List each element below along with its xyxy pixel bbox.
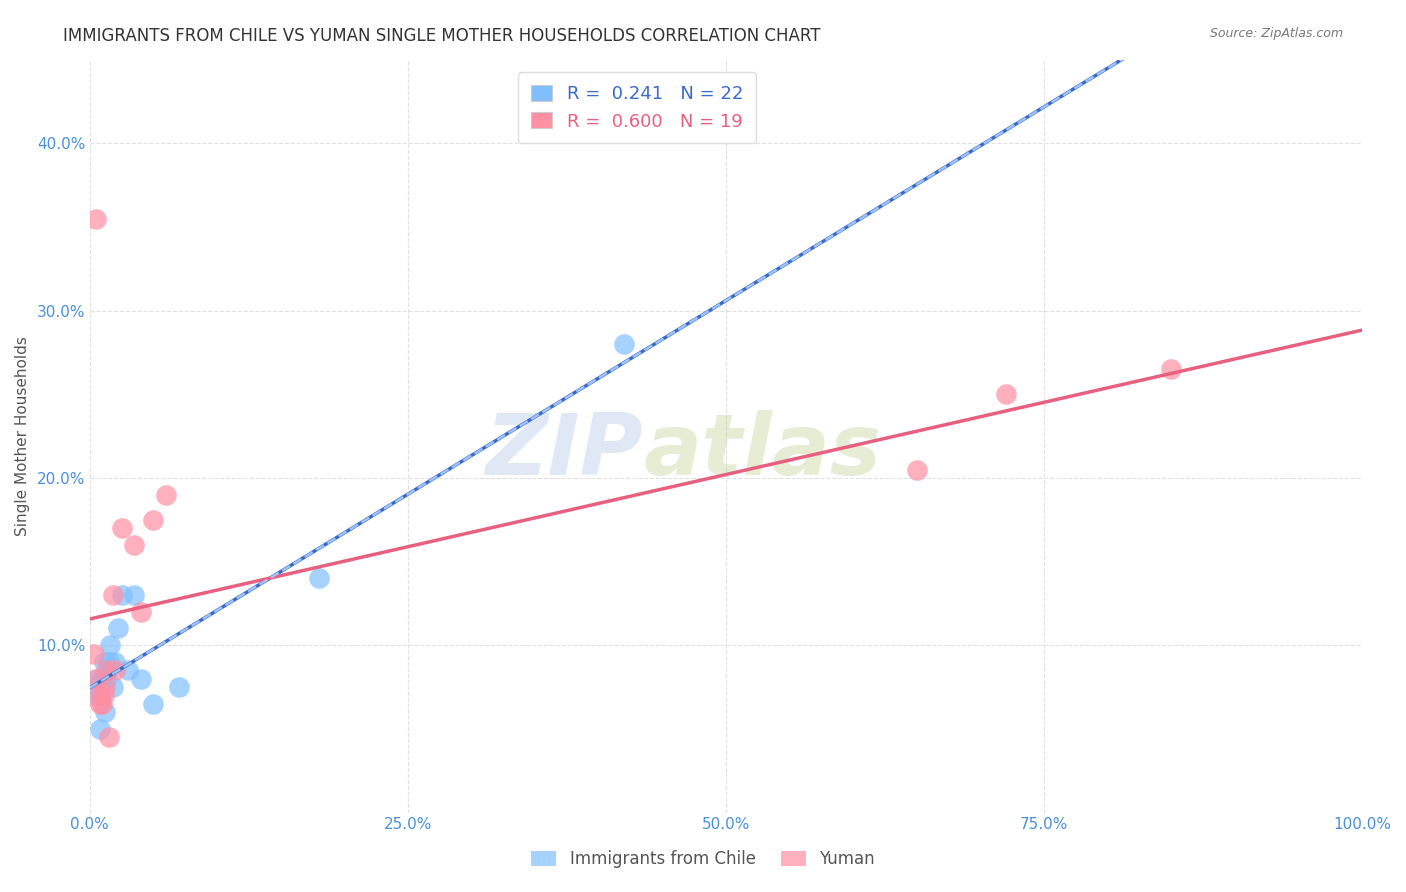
Point — [94, 705, 117, 719]
Point — [167, 680, 190, 694]
Point — [117, 663, 139, 677]
Point — [613, 337, 636, 351]
Point — [91, 672, 114, 686]
Point — [86, 672, 108, 686]
Point — [142, 513, 165, 527]
Point — [101, 680, 124, 694]
Text: atlas: atlas — [643, 409, 882, 492]
Point — [83, 647, 105, 661]
Point — [94, 680, 117, 694]
Point — [155, 488, 177, 502]
Point — [87, 689, 110, 703]
Point — [1160, 362, 1182, 376]
Point — [84, 211, 107, 226]
Legend: Immigrants from Chile, Yuman: Immigrants from Chile, Yuman — [524, 844, 882, 875]
Point — [905, 462, 928, 476]
Point — [89, 722, 111, 736]
Point — [122, 588, 145, 602]
Point — [84, 672, 107, 686]
Point — [96, 663, 118, 677]
Point — [110, 588, 132, 602]
Point — [129, 605, 152, 619]
Point — [107, 622, 129, 636]
Point — [93, 655, 115, 669]
Point — [98, 638, 121, 652]
Point — [104, 655, 127, 669]
Point — [96, 672, 118, 686]
Point — [122, 538, 145, 552]
Point — [101, 588, 124, 602]
Text: Source: ZipAtlas.com: Source: ZipAtlas.com — [1209, 27, 1343, 40]
Point — [83, 689, 105, 703]
Point — [89, 697, 111, 711]
Point — [104, 663, 127, 677]
Point — [97, 655, 120, 669]
Point — [142, 697, 165, 711]
Point — [93, 689, 115, 703]
Point — [308, 571, 330, 585]
Point — [91, 697, 114, 711]
Point — [90, 689, 112, 703]
Y-axis label: Single Mother Households: Single Mother Households — [15, 336, 30, 536]
Point — [97, 731, 120, 745]
Text: IMMIGRANTS FROM CHILE VS YUMAN SINGLE MOTHER HOUSEHOLDS CORRELATION CHART: IMMIGRANTS FROM CHILE VS YUMAN SINGLE MO… — [63, 27, 821, 45]
Point — [994, 387, 1017, 401]
Point — [110, 521, 132, 535]
Text: ZIP: ZIP — [485, 409, 643, 492]
Point — [129, 672, 152, 686]
Point — [96, 663, 118, 677]
Legend: R =  0.241   N = 22, R =  0.600   N = 19: R = 0.241 N = 22, R = 0.600 N = 19 — [517, 72, 755, 144]
